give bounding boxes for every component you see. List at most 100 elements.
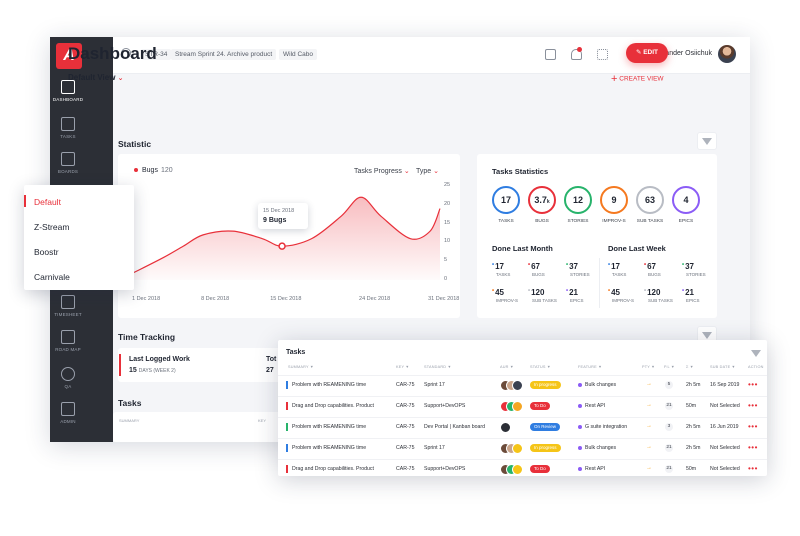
type-select[interactable]: Type ⌄	[416, 167, 439, 175]
stat-circle-value: 63	[644, 195, 655, 205]
edit-button-label: EDIT	[643, 49, 659, 56]
col-key[interactable]: KEY	[258, 418, 267, 423]
sidebar-item-qa[interactable]: QA	[50, 367, 86, 389]
sidebar-item-timesheet[interactable]: TIMESHEET	[50, 295, 86, 317]
row-summary[interactable]: Problem with REAMENING time	[292, 424, 367, 430]
column-header[interactable]: ACTION	[748, 365, 764, 369]
done-stat-label: STORIES	[686, 272, 706, 277]
assignee-avatar[interactable]	[512, 401, 523, 412]
stat-number: 21	[569, 288, 579, 297]
breadcrumb-item[interactable]: Stream Sprint 24. Archive product	[171, 49, 277, 60]
column-header[interactable]: SUMMARY ▼	[288, 365, 314, 369]
column-header[interactable]: SUB DATE ▼	[710, 365, 736, 369]
column-header[interactable]: STANDARD ▼	[424, 365, 452, 369]
status-badge[interactable]: To Do	[530, 465, 550, 473]
table-row[interactable]: Drag and Drop capabilities. Product CAR-7…	[278, 459, 767, 479]
column-header[interactable]: AUR ▼	[500, 365, 514, 369]
row-actions-button[interactable]: •••	[748, 443, 758, 452]
row-key[interactable]: CAR-75	[396, 445, 415, 451]
tasks-progress-select[interactable]: Tasks Progress ⌄	[354, 167, 410, 175]
table-row[interactable]: Problem with REAMENING time CAR-75 Dev Por…	[278, 417, 767, 437]
row-points: 21	[665, 444, 673, 452]
app-logo[interactable]: A	[56, 43, 82, 69]
row-actions-button[interactable]: •••	[748, 422, 758, 431]
edit-button[interactable]: ✎ EDIT	[626, 43, 668, 63]
row-summary[interactable]: Drag and Drop capabilities. Product	[292, 403, 374, 409]
status-badge[interactable]: To Do	[530, 402, 550, 410]
column-header[interactable]: Σ ▼	[686, 365, 694, 369]
breadcrumb-item[interactable]: Wild Cabo	[279, 49, 317, 60]
row-summary[interactable]: Problem with REAMENING time	[292, 382, 367, 388]
last-logged-value-row: 15 DAYS (WEEK 2)	[129, 367, 176, 374]
row-key[interactable]: CAR-75	[396, 424, 415, 430]
table-row[interactable]: Drag and Drop capabilities. Product CAR-7…	[278, 396, 767, 416]
dashboard-icon	[61, 80, 75, 94]
assignee-avatar[interactable]	[512, 380, 523, 391]
stat-circle-stories[interactable]: 12	[564, 186, 592, 214]
stat-number: 67	[647, 262, 657, 271]
statistic-title: Statistic	[118, 139, 152, 149]
assignee-avatar[interactable]	[500, 422, 511, 433]
table-row[interactable]: Problem with REAMENING time CAR-75 Sprint …	[278, 375, 767, 395]
stat-dot: •	[644, 262, 647, 268]
stat-circle-tasks[interactable]: 17	[492, 186, 520, 214]
sidebar-item-dashboard[interactable]: DASHBOARD	[50, 80, 86, 102]
dropdown-option-default[interactable]: Default	[34, 197, 61, 207]
sidebar-item-roadmap[interactable]: ROAD MAP	[50, 330, 86, 352]
done-stat-label: EPICS	[686, 298, 700, 303]
row-key[interactable]: CAR-75	[396, 382, 415, 388]
priority-arrow-icon: →	[646, 381, 652, 387]
avatar[interactable]	[718, 45, 736, 63]
row-key[interactable]: CAR-75	[396, 466, 415, 472]
create-view-button[interactable]: + CREATE VIEW	[611, 73, 664, 85]
stat-circle-bugs[interactable]: 3.7k	[528, 186, 556, 214]
sidebar-item-admin[interactable]: ADMIN	[50, 402, 86, 424]
priority-bar	[286, 381, 288, 389]
row-summary[interactable]: Problem with REAMENING time	[292, 445, 367, 451]
breadcrumb-item[interactable]: STR-34	[141, 49, 172, 60]
dropdown-option-carnivale[interactable]: Carnivale	[34, 272, 70, 282]
view-selector[interactable]: Default View ⌄	[68, 73, 124, 82]
stat-dot: •	[492, 288, 495, 294]
stat-dot: •	[644, 288, 647, 294]
sidebar-item-tasks[interactable]: TASKS	[50, 117, 86, 139]
row-actions-button[interactable]: •••	[748, 401, 758, 410]
time-tracking-filter-button[interactable]	[697, 326, 717, 344]
status-badge[interactable]: In progress	[530, 381, 561, 389]
dropdown-option-boostr[interactable]: Boostr	[34, 247, 59, 257]
column-header[interactable]: P.L ▼	[664, 365, 675, 369]
dropdown-option-z-stream[interactable]: Z-Stream	[34, 222, 70, 232]
row-actions-button[interactable]: •••	[748, 380, 758, 389]
stat-circle-sub-tasks[interactable]: 63	[636, 186, 664, 214]
stat-circle-label: SUB TASKS	[636, 219, 664, 224]
column-header[interactable]: STATUS ▼	[530, 365, 551, 369]
search-icon[interactable]	[121, 48, 131, 58]
assignee-avatar[interactable]	[512, 464, 523, 475]
stat-circle-improv-s[interactable]: 9	[600, 186, 628, 214]
table-row[interactable]: Problem with REAMENING time CAR-75 Sprint …	[278, 438, 767, 458]
done-last-week-title: Done Last Week	[608, 244, 666, 253]
row-actions-button[interactable]: •••	[748, 464, 758, 473]
column-header[interactable]: KEY ▼	[396, 365, 410, 369]
user-name[interactable]: Alexander Osiichuk	[651, 50, 712, 57]
statistic-filter-button[interactable]	[697, 132, 717, 150]
row-summary[interactable]: Drag and Drop capabilities. Product	[292, 466, 374, 472]
stat-circle-epics[interactable]: 4	[672, 186, 700, 214]
apps-grid-icon[interactable]	[597, 49, 608, 60]
col-summary[interactable]: SUMMARY	[119, 418, 140, 423]
status-badge[interactable]: On Review	[530, 423, 561, 431]
column-header[interactable]: PTY ▼	[642, 365, 656, 369]
bell-icon[interactable]	[571, 47, 582, 60]
sidebar-item-label: TASKS	[60, 134, 76, 139]
tasks-panel-filter-button[interactable]	[747, 345, 765, 361]
status-badge[interactable]: In progress	[530, 444, 561, 452]
row-key[interactable]: CAR-75	[396, 403, 415, 409]
sidebar-item-label: DASHBOARD	[52, 97, 84, 102]
done-stat-label: BUGS	[648, 272, 661, 277]
assignee-avatar[interactable]	[512, 443, 523, 454]
highlighted-data-point[interactable]	[278, 242, 286, 250]
add-icon[interactable]	[545, 49, 556, 60]
column-header[interactable]: FEATURE ▼	[578, 365, 603, 369]
sidebar-item-boards[interactable]: BOARDS	[50, 152, 86, 174]
feature-dot	[578, 424, 582, 429]
